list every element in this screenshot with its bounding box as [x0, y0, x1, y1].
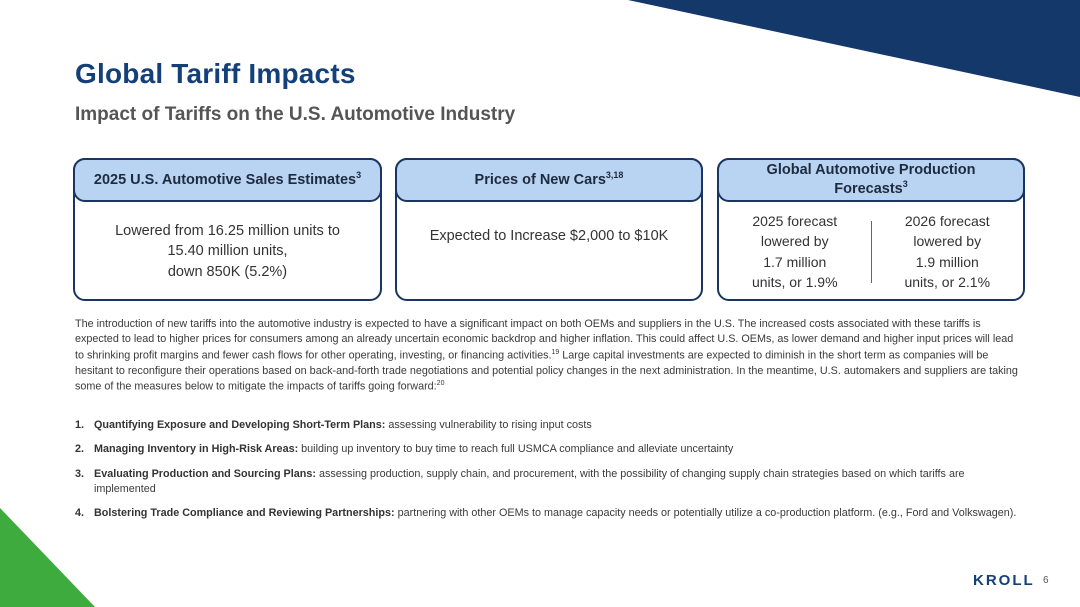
list-number: 1.: [75, 419, 85, 431]
footnote-ref: 3,18: [605, 170, 624, 181]
intro-paragraph: The introduction of new tariffs into the…: [75, 317, 1020, 395]
forecast-line: 1.7 million: [763, 253, 827, 270]
forecast-line: lowered by: [760, 233, 829, 250]
list-item-text: partnering with other OEMs to manage cap…: [394, 507, 1017, 520]
forecast-2026: 2026 forecast lowered by 1.9 million uni…: [872, 211, 1024, 292]
card-body-text: Expected to Increase $2,000 to $10K: [429, 228, 669, 244]
list-item: 2. Managing Inventory in High-Risk Areas:…: [75, 442, 1020, 457]
page-number: 6: [1043, 575, 1049, 586]
page-title: Global Tariff Impacts: [75, 58, 356, 89]
list-item: 3. Evaluating Production and Sourcing Pla…: [75, 467, 1020, 498]
kroll-logo: KROLL: [973, 572, 1035, 589]
card-body-line: down 850K (5.2%): [167, 263, 288, 280]
forecast-line: 1.9 million: [915, 253, 979, 270]
list-item-text: assessing production, supply chain, and …: [94, 467, 965, 495]
list-item-heading: Managing Inventory in High-Risk Areas:: [94, 443, 299, 456]
card-header: Prices of New Cars3,18: [395, 158, 703, 202]
card-body-line: Lowered from 16.25 million units to: [115, 223, 340, 240]
forecast-line: lowered by: [913, 233, 982, 250]
list-number: 2.: [75, 443, 85, 456]
card-body: Expected to Increase $2,000 to $10K: [397, 204, 701, 299]
list-item-text: building up inventory to buy time to rea…: [298, 443, 734, 456]
card-body-line: 15.40 million units,: [167, 243, 288, 260]
list-number: 4.: [75, 507, 85, 520]
list-item-heading: Bolstering Trade Compliance and Reviewin…: [94, 507, 395, 520]
list-item-text: assessing vulnerability to rising input …: [385, 419, 592, 431]
list-item-heading: Evaluating Production and Sourcing Plans…: [94, 467, 316, 480]
footnote-ref: 19: [551, 348, 560, 356]
footnote-ref: 3: [902, 179, 908, 190]
intro-text: The introduction of new tariffs into the…: [75, 318, 1014, 362]
sales-estimates-card: 2025 U.S. Automotive Sales Estimates3 Lo…: [73, 158, 382, 301]
card-header-title: 2025 U.S. Automotive Sales Estimates: [93, 172, 357, 189]
card-header: Global Automotive Production Forecasts3: [717, 158, 1025, 202]
forecast-2025: 2025 forecast lowered by 1.7 million uni…: [719, 211, 871, 292]
production-forecasts-card: Global Automotive Production Forecasts3 …: [717, 158, 1025, 301]
list-item: 1. Quantifying Exposure and Developing Sh…: [75, 418, 1020, 433]
intro-text: Large capital investments are expected t…: [75, 349, 1018, 393]
top-right-navy-band: [628, 0, 1080, 97]
footnote-ref: 20: [436, 379, 445, 387]
forecast-line: 2026 forecast: [904, 212, 990, 229]
list-item-heading: Quantifying Exposure and Developing Shor…: [94, 419, 386, 431]
vertical-divider: [870, 220, 872, 283]
mitigation-steps-list: 1. Quantifying Exposure and Developing Sh…: [75, 418, 1020, 531]
card-header-title: Prices of New Cars: [474, 172, 606, 189]
page-subtitle: Impact of Tariffs on the U.S. Automotive…: [75, 104, 516, 125]
forecast-line: 2025 forecast: [752, 212, 838, 229]
footnote-ref: 3: [356, 170, 362, 181]
card-header-title: Global Automotive Production Forecasts: [766, 161, 976, 197]
forecast-line: units, or 1.9%: [751, 273, 838, 290]
list-number: 3.: [75, 467, 85, 480]
card-body: Lowered from 16.25 million units to 15.4…: [75, 204, 380, 299]
new-car-prices-card: Prices of New Cars3,18 Expected to Incre…: [395, 158, 703, 301]
forecast-line: units, or 2.1%: [904, 273, 991, 290]
card-header: 2025 U.S. Automotive Sales Estimates3: [73, 158, 382, 202]
list-item: 4. Bolstering Trade Compliance and Review…: [75, 506, 1020, 521]
card-body: 2025 forecast lowered by 1.7 million uni…: [719, 204, 1023, 299]
